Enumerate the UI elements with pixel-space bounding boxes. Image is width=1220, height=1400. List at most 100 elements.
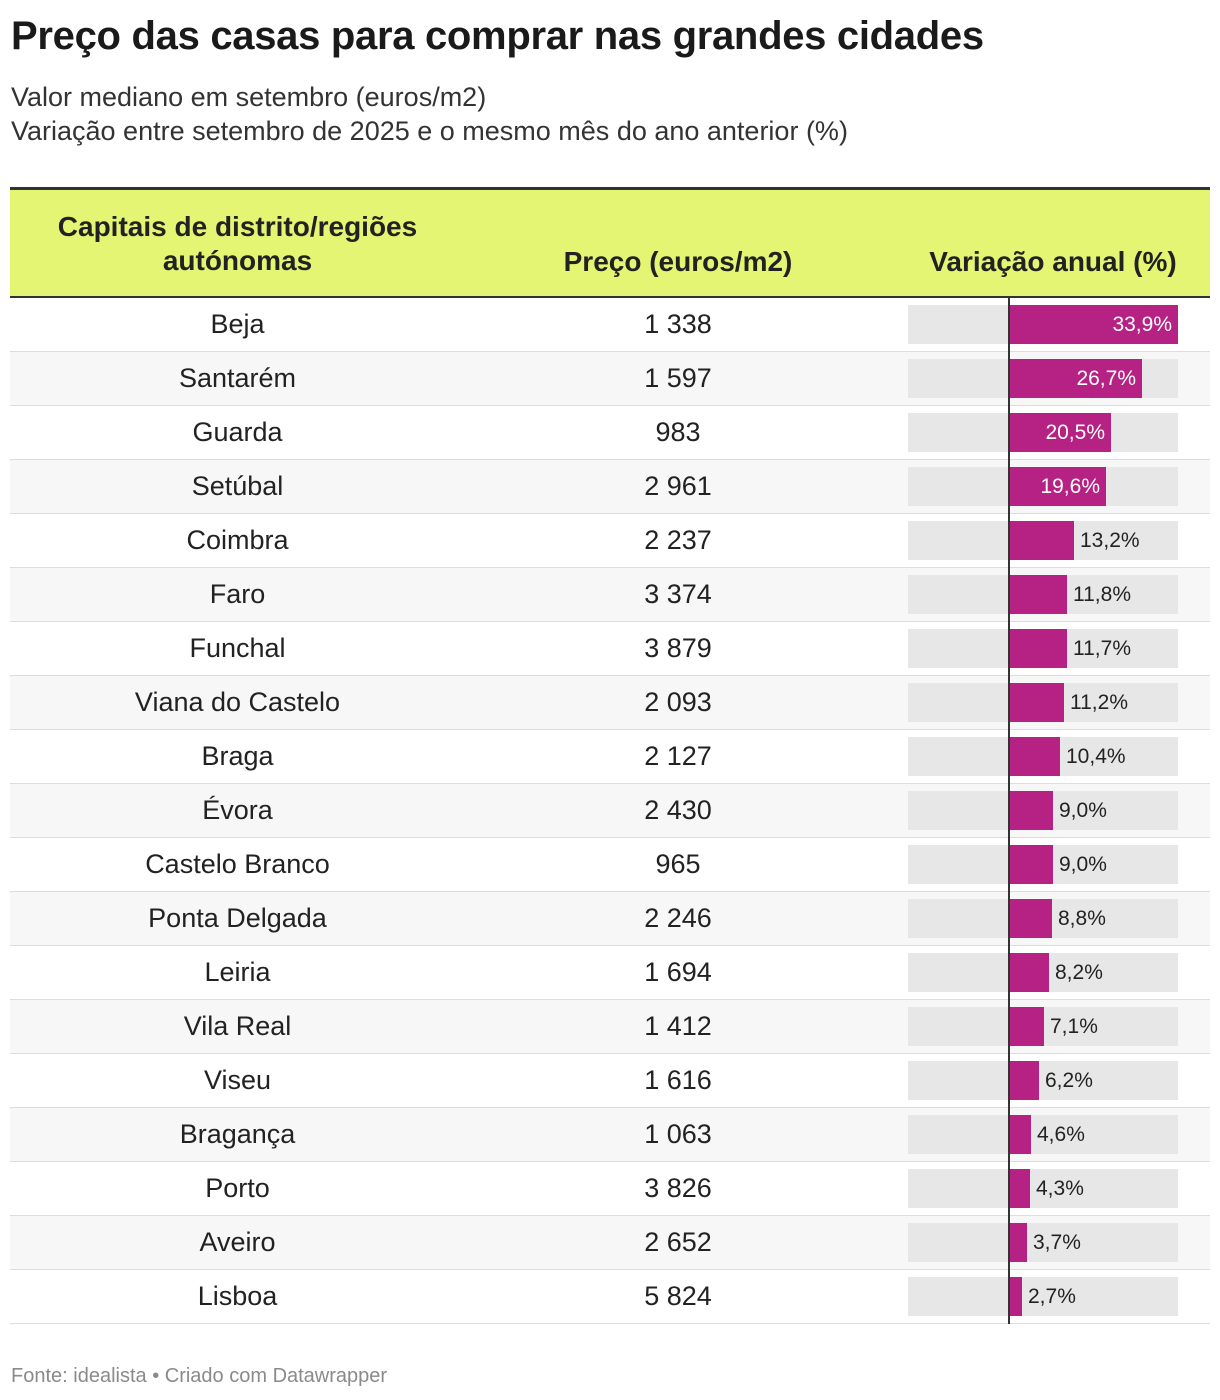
- price-cell: 983: [655, 417, 701, 447]
- city-cell: Lisboa: [197, 1281, 278, 1311]
- city-cell: Viseu: [203, 1065, 272, 1095]
- table-row[interactable]: Faro 3 374 11,8%: [10, 568, 1210, 622]
- chart-subtitle-1: Valor mediano em setembro (euros/m2): [11, 82, 487, 112]
- variation-bar-track: 9,0%: [908, 845, 1178, 884]
- variation-label: 2,7%: [1028, 1285, 1076, 1308]
- table-row[interactable]: Ponta Delgada 2 246 8,8%: [10, 892, 1210, 946]
- table-row[interactable]: Braga 2 127 10,4%: [10, 730, 1210, 784]
- variation-label: 8,2%: [1055, 961, 1103, 984]
- variation-label: 4,6%: [1037, 1123, 1085, 1146]
- variation-label: 10,4%: [1066, 745, 1126, 768]
- price-cell: 2 961: [644, 471, 712, 501]
- table-row[interactable]: Leiria 1 694 8,2%: [10, 946, 1210, 1000]
- table-row[interactable]: Viseu 1 616 6,2%: [10, 1054, 1210, 1108]
- variation-bar: [1008, 1169, 1030, 1208]
- variation-bar-track: 11,8%: [908, 575, 1178, 614]
- column-header-variation[interactable]: Variação anual (%): [929, 246, 1177, 277]
- variation-bar-track: 13,2%: [908, 521, 1178, 560]
- variation-label: 11,8%: [1073, 583, 1131, 606]
- variation-label: 9,0%: [1059, 853, 1107, 876]
- data-table: Capitais de distrito/regiões autónomas P…: [10, 187, 1210, 1324]
- variation-bar-track: 9,0%: [908, 791, 1178, 830]
- city-cell: Coimbra: [186, 525, 289, 555]
- variation-label: 4,3%: [1036, 1177, 1084, 1200]
- city-cell: Funchal: [189, 633, 286, 663]
- variation-bar: [1008, 1223, 1027, 1262]
- price-cell: 965: [655, 849, 701, 879]
- table-row[interactable]: Funchal 3 879 11,7%: [10, 622, 1210, 676]
- city-cell: Beja: [210, 309, 265, 339]
- city-cell: Castelo Branco: [145, 849, 330, 879]
- table-row[interactable]: Setúbal 2 961 19,6%: [10, 460, 1210, 514]
- table-row[interactable]: Aveiro 2 652 3,7%: [10, 1216, 1210, 1270]
- variation-bar: [1008, 1061, 1039, 1100]
- table-row[interactable]: Porto 3 826 4,3%: [10, 1162, 1210, 1216]
- variation-bar: [1008, 575, 1067, 614]
- price-cell: 2 237: [644, 525, 712, 555]
- variation-bar: [1008, 305, 1178, 344]
- variation-bar-track: 11,7%: [908, 629, 1178, 668]
- city-cell: Vila Real: [183, 1011, 292, 1041]
- variation-label: 11,7%: [1073, 637, 1131, 660]
- table-row[interactable]: Santarém 1 597 26,7%: [10, 352, 1210, 406]
- variation-label: 33,9%: [1112, 313, 1172, 336]
- variation-label: 13,2%: [1080, 529, 1140, 552]
- price-cell: 2 652: [644, 1227, 712, 1257]
- city-cell: Porto: [205, 1173, 270, 1203]
- variation-bar-track: 8,8%: [908, 899, 1178, 938]
- price-cell: 1 616: [644, 1065, 712, 1095]
- price-cell: 1 063: [644, 1119, 712, 1149]
- zero-axis-line: [1008, 298, 1010, 1324]
- price-cell: 1 694: [644, 957, 712, 987]
- variation-bar-track: 11,2%: [908, 683, 1178, 722]
- column-header-city[interactable]: Capitais de distrito/regiões autónomas: [57, 211, 418, 276]
- city-cell: Setúbal: [191, 471, 284, 501]
- variation-bar-track: 7,1%: [908, 1007, 1178, 1046]
- variation-label: 6,2%: [1045, 1069, 1093, 1092]
- variation-bar-track: 4,6%: [908, 1115, 1178, 1154]
- table-row[interactable]: Castelo Branco 965 9,0%: [10, 838, 1210, 892]
- variation-bar: [1008, 683, 1064, 722]
- price-cell: 3 879: [644, 633, 712, 663]
- table-row[interactable]: Bragança 1 063 4,6%: [10, 1108, 1210, 1162]
- table-row[interactable]: Vila Real 1 412 7,1%: [10, 1000, 1210, 1054]
- table-row[interactable]: Coimbra 2 237 13,2%: [10, 514, 1210, 568]
- variation-bar: [1008, 413, 1111, 452]
- city-cell: Guarda: [192, 417, 283, 447]
- variation-bar-track: 3,7%: [908, 1223, 1178, 1262]
- city-cell: Santarém: [178, 363, 297, 393]
- variation-bar: [1008, 953, 1049, 992]
- city-cell: Faro: [209, 579, 266, 609]
- variation-bar: [1008, 899, 1052, 938]
- variation-label: 9,0%: [1059, 799, 1107, 822]
- variation-label: 20,5%: [1045, 421, 1105, 444]
- variation-label: 19,6%: [1040, 475, 1100, 498]
- price-cell: 2 127: [644, 741, 712, 771]
- variation-label: 8,8%: [1058, 907, 1106, 930]
- city-cell: Évora: [202, 795, 273, 825]
- table-row[interactable]: Viana do Castelo 2 093 11,2%: [10, 676, 1210, 730]
- price-cell: 3 374: [644, 579, 712, 609]
- column-header-price[interactable]: Preço (euros/m2): [563, 246, 793, 277]
- chart-title: Preço das casas para comprar nas grandes…: [11, 14, 984, 58]
- variation-bar-track: 33,9%: [908, 305, 1178, 344]
- price-cell: 3 826: [644, 1173, 712, 1203]
- variation-bar: [1008, 629, 1067, 668]
- city-cell: Ponta Delgada: [148, 903, 327, 933]
- variation-label: 26,7%: [1076, 367, 1136, 390]
- variation-bar: [1008, 845, 1053, 884]
- variation-bar-track: 8,2%: [908, 953, 1178, 992]
- table-row[interactable]: Beja 1 338 33,9%: [10, 298, 1210, 352]
- table-row[interactable]: Évora 2 430 9,0%: [10, 784, 1210, 838]
- table-row[interactable]: Guarda 983 20,5%: [10, 406, 1210, 460]
- variation-label: 3,7%: [1033, 1231, 1081, 1254]
- variation-bar: [1008, 1115, 1031, 1154]
- variation-bar: [1008, 737, 1060, 776]
- chart-subtitle-2: Variação entre setembro de 2025 e o mesm…: [11, 116, 848, 146]
- city-cell: Braga: [201, 741, 274, 771]
- price-cell: 2 430: [644, 795, 712, 825]
- price-cell: 1 412: [644, 1011, 712, 1041]
- table-row[interactable]: Lisboa 5 824 2,7%: [10, 1270, 1210, 1324]
- variation-bar-track: 20,5%: [908, 413, 1178, 452]
